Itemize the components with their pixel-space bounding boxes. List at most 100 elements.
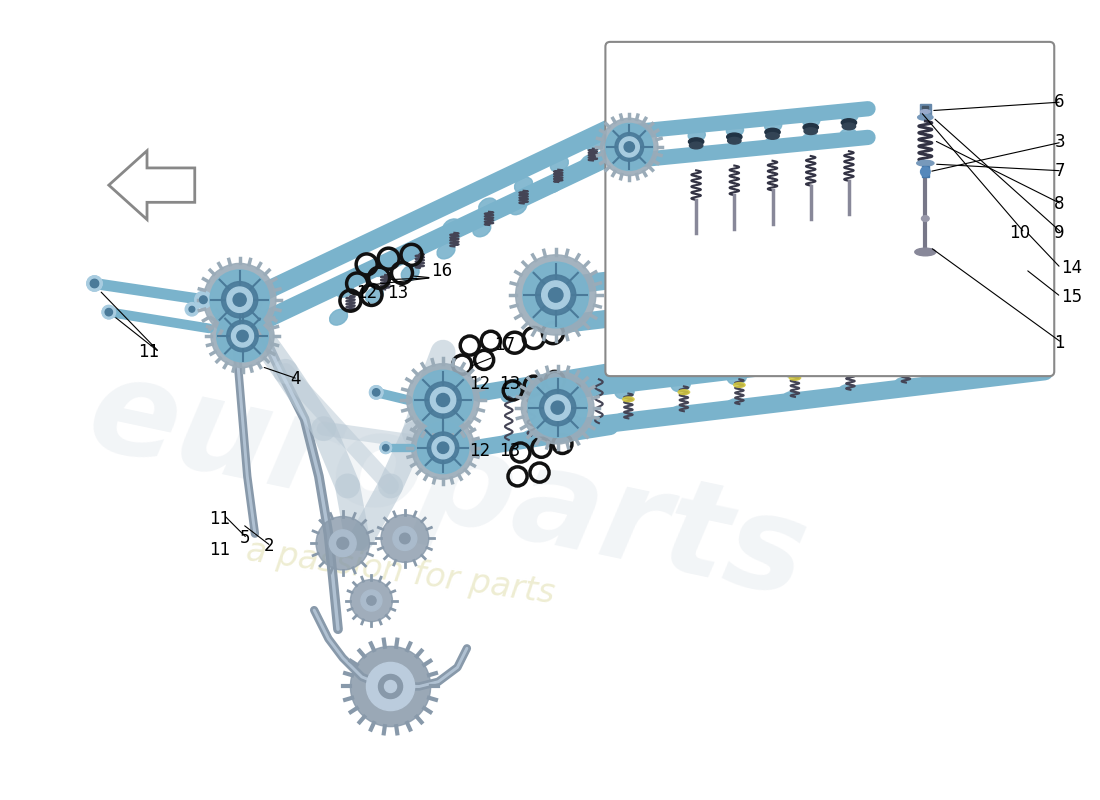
Ellipse shape	[921, 110, 931, 114]
Circle shape	[393, 526, 417, 550]
Ellipse shape	[818, 270, 830, 275]
Text: 1: 1	[1054, 334, 1065, 352]
Text: 13: 13	[387, 284, 409, 302]
Ellipse shape	[660, 280, 679, 294]
Ellipse shape	[544, 426, 561, 438]
Circle shape	[522, 262, 588, 328]
Circle shape	[231, 325, 253, 347]
Circle shape	[383, 445, 389, 451]
Ellipse shape	[956, 354, 967, 358]
Ellipse shape	[478, 198, 497, 214]
Circle shape	[378, 674, 403, 698]
Circle shape	[437, 394, 450, 406]
Ellipse shape	[839, 357, 858, 370]
Circle shape	[549, 288, 563, 302]
Ellipse shape	[917, 114, 933, 120]
Ellipse shape	[894, 378, 913, 390]
Ellipse shape	[524, 386, 541, 398]
Circle shape	[337, 538, 349, 549]
Text: 17: 17	[494, 336, 515, 354]
Circle shape	[379, 442, 392, 454]
Ellipse shape	[839, 129, 857, 141]
Circle shape	[536, 275, 575, 315]
Circle shape	[106, 309, 112, 316]
Ellipse shape	[760, 266, 779, 279]
Circle shape	[379, 442, 392, 454]
Circle shape	[619, 137, 639, 157]
Bar	[923, 106, 928, 111]
Text: europarts: europarts	[78, 348, 818, 624]
Circle shape	[195, 291, 212, 308]
Text: 2: 2	[264, 537, 274, 555]
Ellipse shape	[1011, 346, 1023, 351]
Ellipse shape	[803, 123, 818, 131]
Ellipse shape	[614, 413, 632, 426]
Circle shape	[217, 310, 268, 362]
Ellipse shape	[590, 418, 606, 430]
Ellipse shape	[670, 406, 689, 419]
Ellipse shape	[868, 263, 879, 268]
Ellipse shape	[330, 310, 348, 325]
Ellipse shape	[727, 138, 741, 144]
Ellipse shape	[1014, 242, 1026, 246]
Ellipse shape	[581, 154, 598, 170]
Ellipse shape	[508, 199, 527, 214]
Circle shape	[921, 167, 931, 177]
Text: 7: 7	[1054, 162, 1065, 180]
Ellipse shape	[679, 390, 690, 394]
Text: 8: 8	[1054, 195, 1065, 214]
Circle shape	[361, 590, 382, 611]
Circle shape	[221, 282, 257, 318]
Ellipse shape	[845, 368, 856, 373]
Circle shape	[329, 530, 356, 557]
Ellipse shape	[808, 286, 828, 300]
Ellipse shape	[726, 124, 744, 137]
Ellipse shape	[811, 259, 829, 272]
Circle shape	[417, 422, 469, 474]
Ellipse shape	[966, 249, 977, 254]
Ellipse shape	[623, 397, 634, 402]
Ellipse shape	[547, 381, 563, 394]
Circle shape	[432, 437, 454, 458]
Ellipse shape	[686, 148, 704, 160]
Ellipse shape	[437, 243, 455, 259]
Circle shape	[366, 662, 415, 710]
Ellipse shape	[569, 377, 586, 389]
Circle shape	[544, 395, 571, 420]
Ellipse shape	[1006, 363, 1025, 376]
Ellipse shape	[909, 272, 928, 286]
Circle shape	[210, 270, 270, 330]
Ellipse shape	[402, 265, 419, 281]
Text: 12: 12	[356, 284, 377, 302]
Circle shape	[102, 306, 116, 319]
Circle shape	[87, 276, 102, 291]
Ellipse shape	[859, 279, 878, 293]
Ellipse shape	[803, 114, 820, 127]
Ellipse shape	[586, 135, 604, 151]
Circle shape	[370, 386, 383, 399]
Ellipse shape	[615, 386, 634, 399]
Ellipse shape	[365, 287, 383, 303]
Text: 12: 12	[469, 442, 490, 460]
Ellipse shape	[804, 128, 817, 134]
Ellipse shape	[802, 134, 818, 146]
Ellipse shape	[782, 391, 801, 405]
Ellipse shape	[900, 361, 912, 366]
Circle shape	[414, 370, 473, 430]
Ellipse shape	[727, 133, 742, 141]
Circle shape	[381, 514, 429, 562]
Circle shape	[427, 432, 459, 463]
Circle shape	[236, 330, 249, 342]
Ellipse shape	[725, 143, 742, 155]
Text: 11: 11	[139, 343, 159, 362]
Circle shape	[106, 310, 112, 315]
Circle shape	[373, 389, 380, 396]
Ellipse shape	[711, 273, 729, 286]
Ellipse shape	[1010, 258, 1028, 271]
Text: 13: 13	[499, 374, 520, 393]
Ellipse shape	[689, 138, 704, 146]
Ellipse shape	[734, 382, 745, 387]
Ellipse shape	[521, 430, 539, 443]
Ellipse shape	[1011, 230, 1030, 244]
Text: 16: 16	[431, 262, 453, 280]
